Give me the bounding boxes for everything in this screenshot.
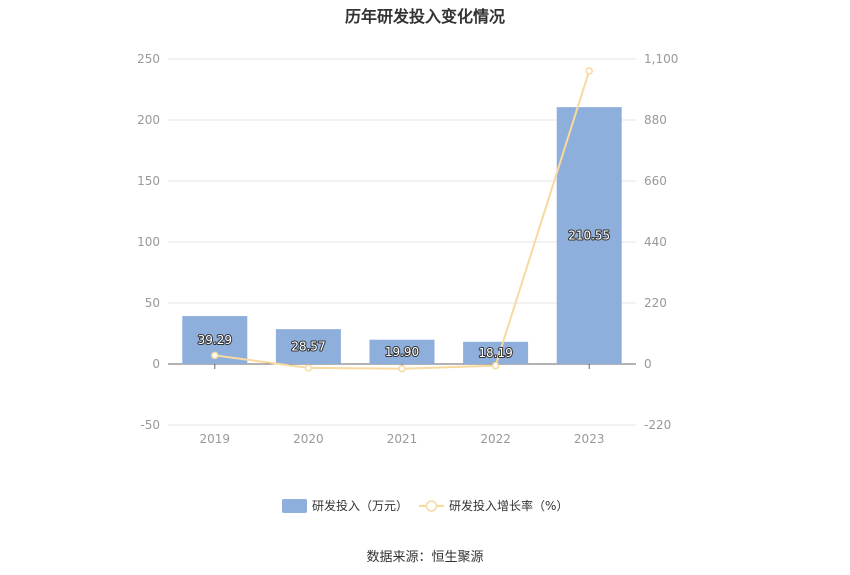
bar-data-label: 19.90	[385, 345, 419, 359]
bar-data-label: 18.19	[478, 346, 512, 360]
bar-layer	[182, 107, 622, 364]
legend-label: 研发投入增长率（%）	[449, 498, 568, 513]
y-left-tick-label: 150	[137, 174, 160, 188]
bar[interactable]	[463, 341, 529, 364]
x-tick-label: 2021	[387, 432, 418, 446]
y-right-tick-label: 1,100	[644, 52, 678, 66]
y-left-tick-label: 250	[137, 52, 160, 66]
y-right-tick-label: 0	[644, 357, 652, 371]
legend-swatch-point	[425, 500, 438, 512]
x-tick-label: 2023	[574, 432, 605, 446]
growth-line	[214, 70, 591, 370]
y-left-tick-label: 0	[152, 357, 160, 371]
legend-item-rd-investment[interactable]: 研发投入（万元）	[282, 498, 408, 513]
bar-data-label: 39.29	[198, 333, 232, 347]
growth-point[interactable]	[304, 364, 313, 372]
legend-swatch-bar	[282, 499, 307, 513]
x-tick-label: 2022	[480, 432, 511, 446]
bar-data-label: 210.55	[568, 229, 610, 243]
x-tick-label: 2020	[293, 432, 324, 446]
y-left-tick-label: 100	[137, 235, 160, 249]
source-note: 数据来源：恒生聚源	[366, 550, 484, 565]
y-right-tick-label: 880	[644, 113, 667, 127]
x-tick-label: 2019	[200, 432, 231, 446]
bar[interactable]	[275, 329, 341, 364]
legend[interactable]: 研发投入（万元） 研发投入增长率（%）	[282, 498, 568, 513]
bar[interactable]	[556, 107, 622, 364]
growth-point[interactable]	[398, 364, 406, 373]
line-layer	[211, 67, 593, 373]
chart-title: 历年研发投入变化情况	[344, 7, 505, 26]
bar[interactable]	[369, 339, 435, 364]
bar-data-label: 28.57	[291, 340, 325, 354]
legend-label: 研发投入（万元）	[312, 498, 408, 513]
growth-point[interactable]	[491, 361, 500, 370]
y-left-tick-label: 50	[145, 296, 160, 310]
y-right-tick-label: 220	[644, 296, 667, 310]
y-right-tick-label: -220	[644, 418, 671, 432]
y-right-tick-label: 660	[644, 174, 667, 188]
y-left-tick-label: -50	[140, 418, 160, 432]
legend-item-growth-rate[interactable]: 研发投入增长率（%）	[419, 498, 568, 513]
label-layer: 39.29 28.57 19.90 18.19 210.55	[197, 228, 612, 361]
y-right-tick-label: 440	[644, 235, 667, 249]
growth-point[interactable]	[585, 67, 593, 75]
y-left-tick-label: 200	[137, 113, 160, 127]
growth-point[interactable]	[211, 351, 219, 360]
